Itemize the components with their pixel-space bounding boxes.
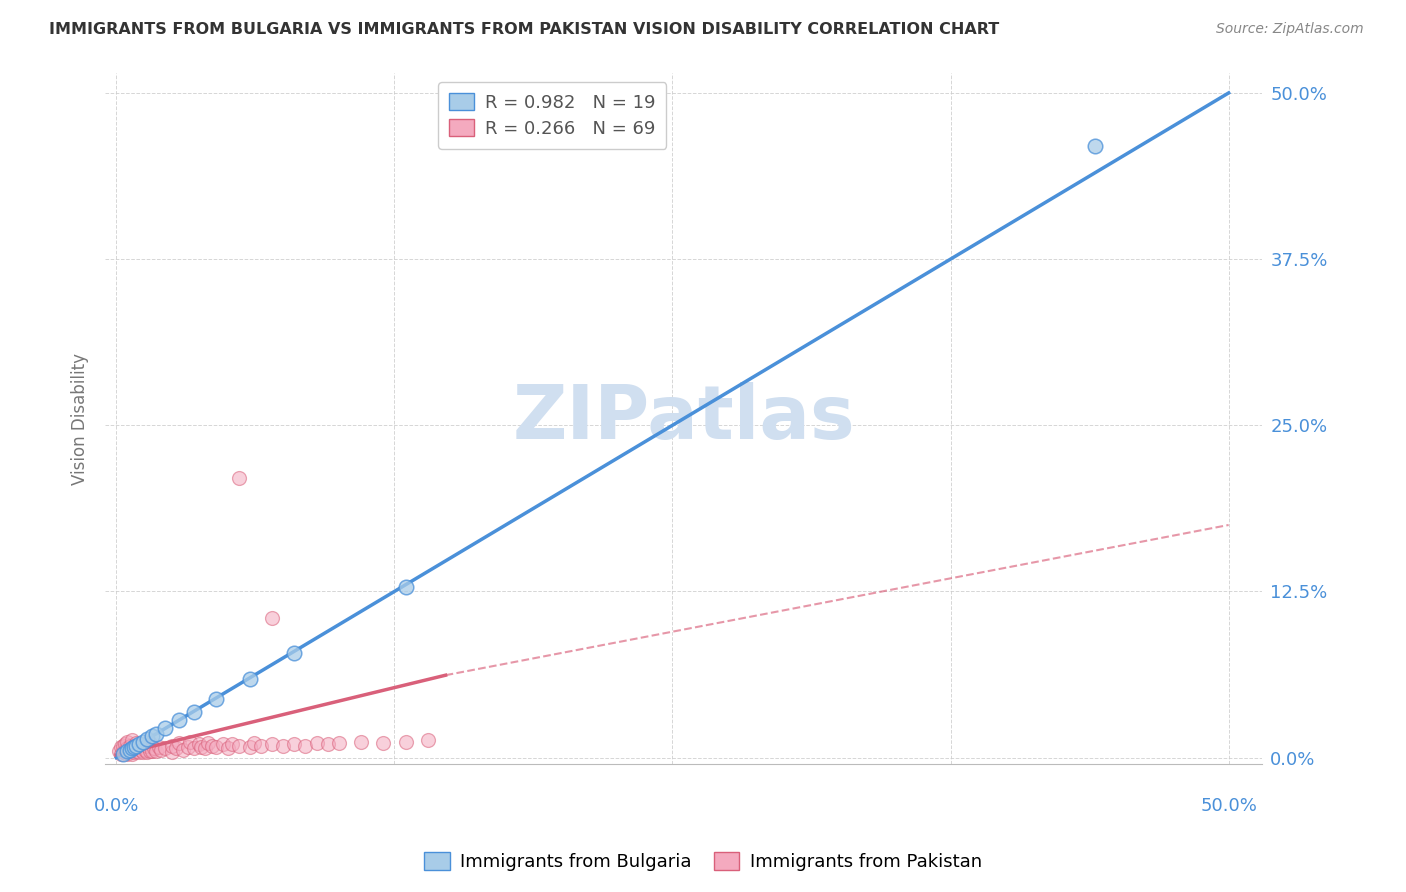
Point [121, 741, 143, 756]
Point [136, 745, 159, 759]
Y-axis label: Vision Disability: Vision Disability [72, 352, 89, 484]
Point [118, 742, 141, 756]
Point [128, 737, 150, 751]
Point [165, 741, 187, 756]
Point [205, 692, 228, 706]
Point [197, 736, 219, 750]
Point [160, 739, 183, 753]
Point [121, 741, 143, 756]
Point [128, 745, 150, 759]
Point [155, 722, 177, 736]
Point [172, 742, 194, 756]
Point [134, 742, 156, 756]
Point [111, 745, 134, 759]
Point [243, 736, 266, 750]
Point [283, 646, 305, 660]
Point [110, 747, 132, 761]
Point [194, 741, 217, 756]
Point [145, 727, 167, 741]
Point [250, 739, 273, 753]
Point [143, 741, 166, 756]
Point [316, 737, 339, 751]
Point [221, 737, 243, 751]
Point [155, 741, 177, 756]
Point [117, 734, 139, 748]
Point [111, 747, 134, 761]
Text: IMMIGRANTS FROM BULGARIA VS IMMIGRANTS FROM PAKISTAN VISION DISABILITY CORRELATI: IMMIGRANTS FROM BULGARIA VS IMMIGRANTS F… [49, 22, 1000, 37]
Point [141, 730, 163, 744]
Point [228, 471, 250, 485]
Point [122, 745, 145, 759]
Point [132, 745, 155, 759]
Point [260, 611, 283, 625]
Text: 0.0%: 0.0% [94, 797, 139, 814]
Point [121, 747, 143, 761]
Point [117, 747, 139, 761]
Point [117, 744, 139, 758]
Point [201, 739, 224, 753]
Point [114, 737, 136, 751]
Point [228, 739, 250, 753]
Point [283, 737, 305, 751]
Point [125, 744, 148, 758]
Point [128, 739, 150, 753]
Legend: Immigrants from Bulgaria, Immigrants from Pakistan: Immigrants from Bulgaria, Immigrants fro… [418, 846, 988, 879]
Point [416, 733, 439, 747]
Point [394, 734, 416, 748]
Legend: R = 0.982   N = 19, R = 0.266   N = 69: R = 0.982 N = 19, R = 0.266 N = 69 [439, 82, 666, 148]
Point [125, 736, 148, 750]
Point [179, 734, 201, 748]
Point [145, 744, 167, 758]
Point [183, 741, 205, 756]
Text: Source: ZipAtlas.com: Source: ZipAtlas.com [1216, 22, 1364, 37]
Point [394, 581, 416, 595]
Point [160, 745, 183, 759]
Point [294, 739, 316, 753]
Point [110, 739, 132, 754]
Point [1084, 139, 1107, 153]
Point [167, 736, 190, 750]
Point [132, 737, 155, 751]
Point [122, 739, 145, 753]
Point [239, 739, 262, 754]
Point [111, 739, 134, 753]
Point [107, 744, 129, 758]
Point [373, 736, 395, 750]
Point [350, 734, 373, 748]
Point [114, 744, 136, 758]
Point [118, 739, 141, 753]
Point [122, 739, 145, 754]
Point [136, 731, 159, 746]
Point [148, 739, 170, 754]
Point [187, 737, 209, 751]
Point [190, 739, 212, 754]
Point [271, 739, 294, 753]
Point [205, 739, 228, 754]
Point [121, 733, 143, 747]
Point [141, 744, 163, 758]
Point [328, 736, 350, 750]
Point [217, 741, 239, 756]
Text: 50.0%: 50.0% [1201, 797, 1257, 814]
Point [239, 672, 262, 686]
Point [167, 714, 190, 728]
Point [136, 739, 159, 753]
Point [132, 734, 155, 748]
Point [212, 737, 235, 751]
Point [138, 736, 160, 750]
Point [176, 739, 198, 754]
Point [138, 744, 160, 758]
Point [183, 706, 205, 720]
Point [118, 745, 141, 759]
Point [117, 741, 139, 756]
Point [149, 742, 172, 756]
Point [129, 742, 152, 756]
Point [260, 737, 283, 751]
Text: ZIPatlas: ZIPatlas [512, 382, 855, 455]
Point [305, 736, 328, 750]
Point [125, 739, 148, 753]
